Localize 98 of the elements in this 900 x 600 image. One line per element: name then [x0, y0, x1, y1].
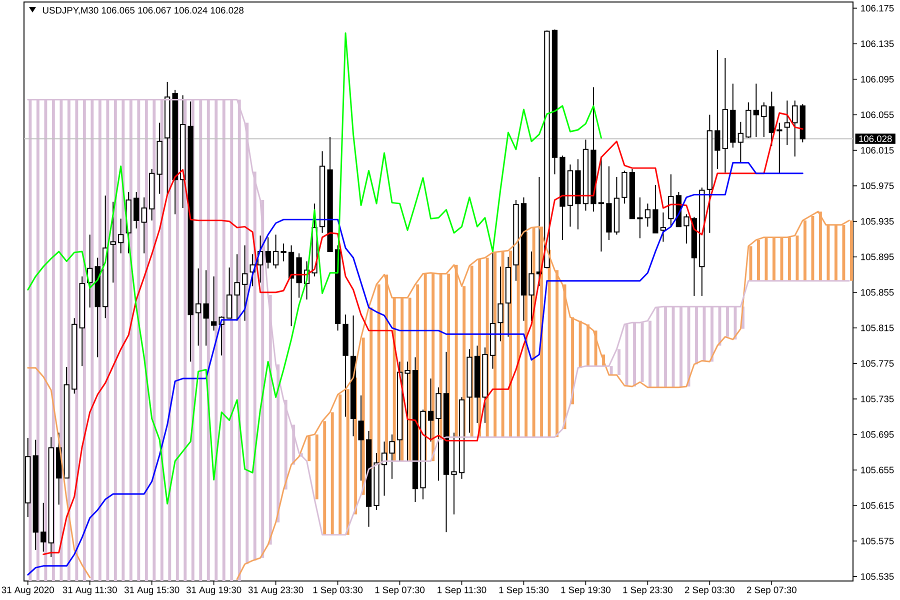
candlestick — [389, 434, 395, 480]
bar — [695, 306, 698, 364]
y-tick-label: 105.855 — [861, 289, 894, 296]
candlestick — [428, 378, 434, 442]
candlestick — [118, 218, 124, 254]
candlestick — [110, 201, 116, 284]
candlestick — [404, 361, 410, 462]
bar — [618, 349, 620, 375]
candlestick — [528, 251, 534, 322]
x-tick-label: 1 Sep 23:30 — [623, 586, 672, 596]
y-tick-label: 105.735 — [861, 396, 894, 402]
candlestick — [280, 243, 286, 262]
x-tick-label: 1 Sep 19:30 — [561, 586, 611, 596]
bar — [788, 237, 791, 281]
y-tick-label: 105.895 — [861, 254, 894, 260]
x-tick-label: 1 Sep 03:30 — [313, 586, 363, 596]
bar — [842, 224, 846, 281]
bar — [323, 421, 326, 535]
y-tick-label: 105.775 — [861, 360, 894, 367]
bar — [586, 324, 590, 366]
bar — [710, 306, 714, 362]
bar — [571, 317, 574, 404]
bar — [338, 394, 342, 535]
candlestick — [498, 266, 504, 342]
candlestick — [265, 236, 271, 269]
candlestick — [652, 184, 658, 234]
y-tick-label: 105.535 — [861, 573, 894, 580]
bar — [772, 237, 776, 281]
y-tick-label: 106.175 — [861, 4, 894, 12]
x-tick-label: 31 Aug 15:30 — [124, 586, 180, 596]
x-tick-label: 2 Sep 03:30 — [684, 586, 734, 596]
candlestick — [203, 270, 209, 346]
candlestick — [226, 267, 232, 319]
x-tick-label: 2 Sep 07:30 — [746, 586, 796, 596]
candlestick — [753, 83, 759, 138]
bar — [346, 389, 350, 535]
bar — [454, 264, 458, 438]
candlestick — [761, 102, 767, 138]
y-tick-label: 105.655 — [861, 466, 894, 474]
candlestick — [40, 502, 46, 552]
bar — [804, 220, 806, 281]
y-tick-label: 105.575 — [861, 538, 894, 544]
candlestick — [451, 432, 457, 515]
candlestick — [738, 121, 744, 164]
y-tick-label: 105.695 — [861, 431, 894, 438]
candlestick — [234, 254, 240, 322]
candlestick — [598, 156, 604, 252]
y-tick-label: 106.135 — [861, 40, 894, 48]
x-tick-label: 31 Aug 2020 — [2, 586, 54, 596]
candlestick — [141, 196, 147, 254]
y-tick-label: 105.935 — [861, 218, 894, 225]
bar — [556, 270, 559, 438]
candlestick — [272, 234, 279, 269]
y-tick-label: 106.055 — [861, 111, 894, 118]
bar — [757, 240, 760, 281]
candlestick — [196, 268, 202, 346]
bar — [726, 306, 729, 337]
bar — [308, 436, 311, 462]
bar — [276, 364, 280, 522]
ref-line-label: 106.028 — [859, 135, 892, 142]
candlestick — [684, 214, 690, 244]
candlestick — [776, 122, 782, 174]
bar — [330, 412, 334, 535]
bar — [315, 434, 318, 500]
bar — [563, 284, 566, 430]
bar — [578, 320, 582, 368]
bar — [680, 306, 682, 388]
bar — [648, 320, 652, 388]
candlestick — [644, 203, 651, 228]
x-tick-label: 1 Sep 11:30 — [438, 586, 486, 596]
y-tick-label: 105.615 — [861, 502, 894, 509]
x-tick-label: 1 Sep 15:30 — [499, 586, 549, 596]
y-tick-label: 106.015 — [861, 147, 894, 154]
y-tick-label: 105.815 — [861, 324, 894, 332]
bar — [826, 224, 830, 281]
bar — [664, 306, 667, 388]
candlestick — [358, 394, 364, 482]
y-tick-label: 106.095 — [861, 76, 894, 83]
bar — [834, 224, 838, 281]
candlestick — [668, 174, 674, 228]
candlestick — [660, 212, 666, 242]
candlestick — [637, 196, 643, 239]
bar — [633, 322, 636, 387]
candlestick — [134, 192, 140, 229]
bar — [811, 216, 814, 281]
x-tick-label: 1 Sep 07:30 — [375, 586, 425, 596]
x-tick-label: 31 Aug 23:30 — [248, 586, 304, 596]
candlestick — [211, 276, 217, 332]
candlestick — [784, 100, 790, 146]
candlestick — [714, 49, 720, 170]
x-tick-label: 31 Aug 11:30 — [62, 586, 117, 596]
candlestick — [792, 100, 798, 158]
x-tick-label: 31 Aug 19:30 — [186, 586, 242, 596]
candlestick — [242, 244, 248, 322]
y-tick-label: 105.975 — [861, 182, 894, 190]
chart-title: USDJPY,M30 106.065 106.067 106.024 106.028 — [42, 6, 244, 15]
bar — [284, 400, 288, 490]
bar — [548, 250, 551, 438]
